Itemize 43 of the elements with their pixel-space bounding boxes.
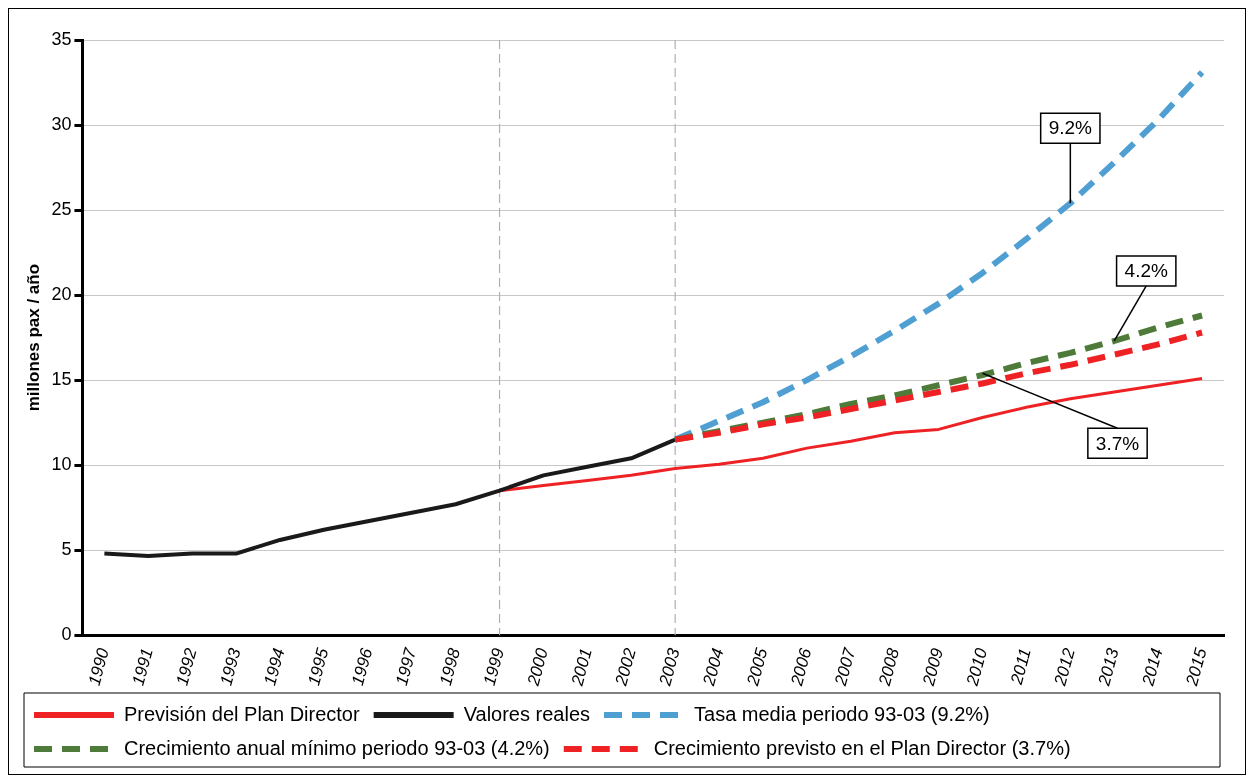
x-tick-label: 2010: [962, 645, 992, 689]
annotation: 3.7%: [1095, 432, 1140, 454]
x-tick-label: 2008: [874, 645, 904, 689]
x-tick-label: 1990: [84, 645, 113, 688]
y-tick-label: 30: [51, 114, 72, 134]
x-tick-label: 2003: [655, 645, 684, 689]
legend-label: Valores reales: [463, 702, 591, 725]
x-tick-label: 2005: [743, 645, 772, 689]
annotation: 4.2%: [1124, 260, 1168, 282]
x-tick-label: 1994: [260, 646, 289, 688]
x-tick-label: 2006: [786, 645, 816, 689]
y-tick-label: 5: [61, 539, 72, 560]
x-tick-label: 2007: [830, 645, 860, 689]
x-tick-label: 1993: [216, 645, 245, 688]
legend-label: Crecimiento previsto en el Plan Director (3.7%): [653, 736, 1071, 759]
y-tick-label: 0: [61, 624, 72, 645]
y-tick-label: 15: [51, 369, 72, 390]
legend-label: Previsión del Plan Director: [124, 702, 360, 725]
y-axis-title: millones pax / año: [23, 263, 43, 412]
y-tick-label: 10: [51, 454, 72, 475]
x-tick-label: 2001: [567, 646, 596, 689]
x-tick-label: 1999: [479, 645, 509, 688]
x-tick-label: 2015: [1182, 645, 1211, 689]
x-tick-label: 1998: [435, 645, 465, 688]
annotation: 9.2%: [1048, 117, 1093, 139]
y-tick-label: 35: [51, 28, 72, 49]
x-tick-label: 1997: [392, 645, 421, 688]
x-tick-label: 2013: [1094, 645, 1123, 689]
x-tick-label: 2012: [1050, 645, 1079, 689]
x-tick-label: 2000: [523, 645, 553, 689]
x-tick-label: 2014: [1138, 646, 1167, 689]
x-tick-label: 1992: [172, 645, 201, 688]
legend-label: Crecimiento anual mínimo periodo 93-03 (4.2%): [124, 736, 550, 759]
x-tick-label: 2011: [1006, 646, 1035, 688]
x-tick-label: 2002: [611, 645, 640, 689]
y-tick-label: 25: [51, 199, 72, 220]
x-tick-label: 1991: [128, 646, 157, 688]
x-tick-label: 1995: [304, 645, 333, 688]
legend-label: Tasa media periodo 93-03 (9.2%): [694, 702, 990, 725]
x-tick-label: 2009: [918, 645, 948, 689]
y-tick-label: 20: [51, 284, 72, 305]
x-tick-label: 2004: [699, 646, 728, 689]
x-tick-label: 1996: [348, 645, 377, 688]
